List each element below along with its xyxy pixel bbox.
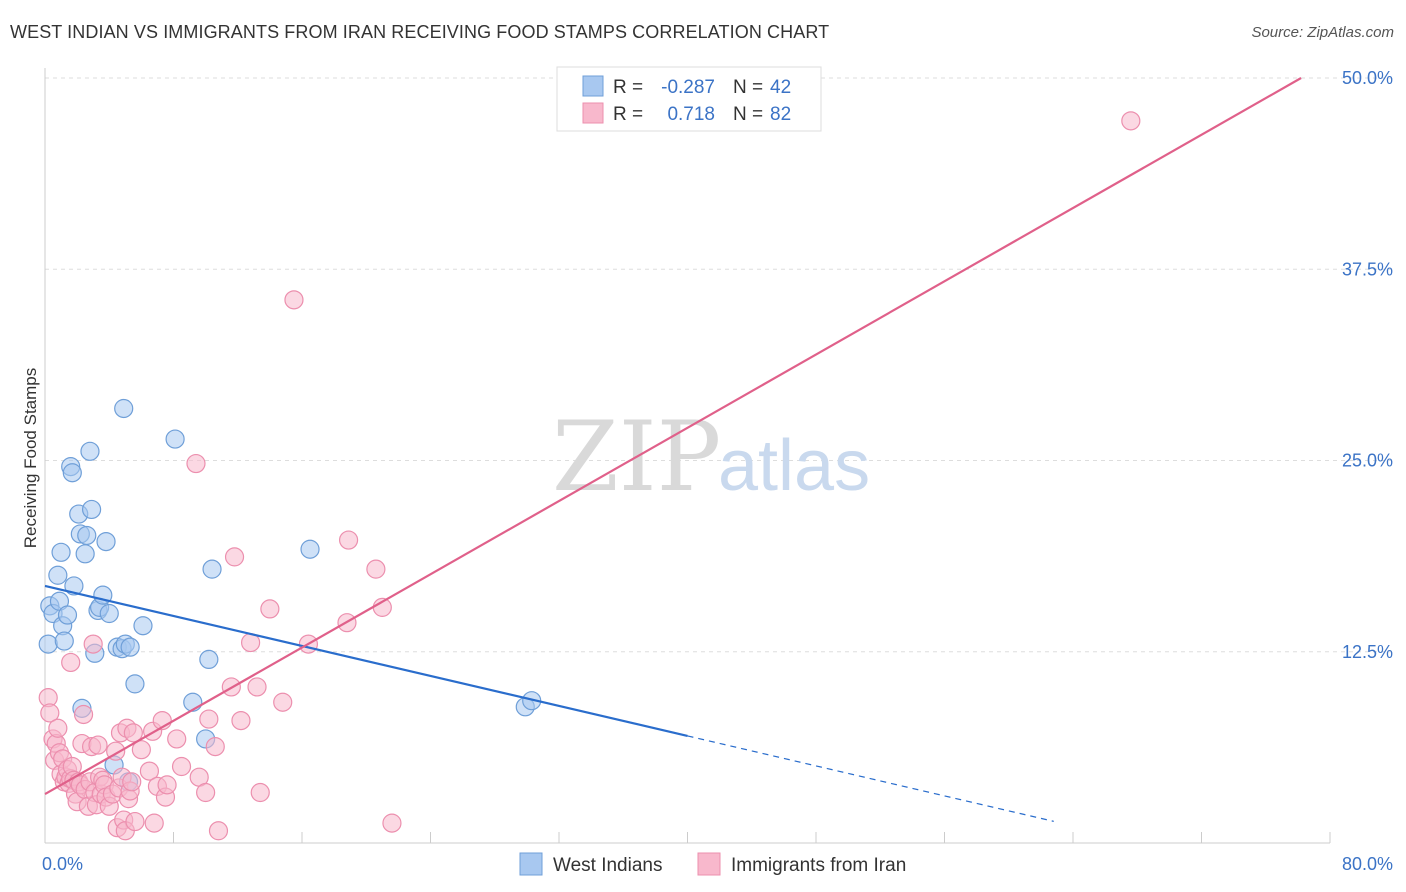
bottom-legend-swatch-west-indians bbox=[519, 852, 543, 876]
y-axis-title: Receiving Food Stamps bbox=[21, 368, 40, 548]
west-indian-point bbox=[133, 616, 153, 636]
iran-point bbox=[73, 704, 94, 725]
bottom-legend-west-indians: West Indians bbox=[553, 855, 662, 876]
iran-point bbox=[186, 453, 206, 474]
west-indian-point bbox=[38, 634, 58, 654]
iran-point bbox=[199, 709, 219, 729]
bottom-legend-swatch-iran bbox=[697, 852, 721, 876]
source-label: Source: ZipAtlas.com bbox=[1251, 24, 1394, 41]
iran-point bbox=[131, 740, 151, 760]
iran-point bbox=[284, 290, 304, 310]
iran-point bbox=[224, 547, 245, 567]
iran-point bbox=[88, 735, 108, 755]
west-indian-point bbox=[96, 531, 116, 552]
stats-legend: R = -0.287 N = 42 R = 0.718 N = 82 bbox=[556, 66, 822, 132]
iran-point bbox=[125, 811, 145, 832]
west-indian-point bbox=[48, 565, 68, 585]
trendlines bbox=[44, 77, 1302, 822]
west-indian-point bbox=[64, 576, 84, 596]
iran-point bbox=[139, 761, 160, 781]
y-tick-label: 12.5% bbox=[1342, 642, 1393, 662]
iran-point bbox=[205, 737, 225, 757]
west-indian-point bbox=[125, 674, 145, 694]
gridlines bbox=[45, 77, 1392, 653]
west-indian-point bbox=[54, 631, 74, 651]
west-indian-point bbox=[99, 603, 119, 624]
iran-point bbox=[382, 813, 402, 833]
iran-point bbox=[40, 703, 60, 723]
iran-point bbox=[61, 652, 81, 673]
legend-r-label: R = bbox=[613, 77, 643, 98]
west-indian-point bbox=[202, 559, 222, 579]
iran-point bbox=[123, 723, 143, 743]
iran-point bbox=[366, 559, 386, 579]
iran-point bbox=[171, 756, 192, 777]
iran-point bbox=[1121, 111, 1141, 131]
data-points bbox=[38, 111, 1141, 841]
x-tick-label: 0.0% bbox=[42, 854, 83, 874]
west-indian-point bbox=[77, 525, 97, 546]
watermark: ZIP atlas bbox=[552, 401, 870, 513]
west-indian-point bbox=[120, 637, 140, 657]
west-indian-point bbox=[62, 463, 82, 483]
x-tick-label: 80.0% bbox=[1342, 854, 1393, 874]
y-tick-label: 25.0% bbox=[1342, 451, 1393, 471]
west-indian-point bbox=[80, 441, 100, 461]
west-indian-point bbox=[199, 649, 219, 670]
west-indian-point bbox=[75, 544, 95, 564]
iran-point bbox=[338, 530, 359, 550]
iran-point bbox=[231, 710, 251, 731]
west-indian-trendline-extension bbox=[687, 735, 1054, 822]
iran-point bbox=[83, 634, 103, 654]
iran-point bbox=[260, 599, 280, 619]
iran-point bbox=[48, 718, 68, 738]
west-indian-point bbox=[300, 539, 320, 559]
west-indian-point bbox=[114, 398, 134, 419]
legend-r-label-2: R = bbox=[613, 104, 643, 125]
iran-point bbox=[247, 677, 267, 697]
y-tick-label: 50.0% bbox=[1342, 68, 1393, 88]
legend-n-value-iran: 82 bbox=[770, 104, 791, 125]
west-indian-point bbox=[165, 429, 185, 449]
iran-point bbox=[250, 782, 270, 803]
watermark-atlas: atlas bbox=[718, 426, 870, 506]
iran-point bbox=[273, 692, 293, 712]
y-tick-label: 37.5% bbox=[1342, 259, 1393, 279]
chart-title: WEST INDIAN VS IMMIGRANTS FROM IRAN RECE… bbox=[10, 22, 830, 42]
iran-trendline bbox=[44, 77, 1302, 795]
iran-point bbox=[208, 821, 229, 841]
iran-point bbox=[196, 782, 216, 803]
west-indian-trendline bbox=[44, 584, 688, 737]
iran-point bbox=[167, 729, 187, 749]
legend-n-value-west-indians: 42 bbox=[770, 77, 791, 98]
legend-r-value-west-indians: -0.287 bbox=[661, 77, 715, 98]
west-indian-point bbox=[51, 542, 71, 562]
legend-swatch-iran bbox=[582, 102, 604, 124]
west-indian-point bbox=[81, 499, 102, 520]
legend-n-label-2: N = bbox=[733, 104, 763, 125]
iran-point bbox=[144, 813, 164, 833]
series-legend: West Indians Immigrants from Iran bbox=[519, 852, 906, 876]
tick-labels: 12.5% 25.0% 37.5% 50.0% 0.0% 80.0% bbox=[42, 68, 1393, 874]
iran-point bbox=[122, 772, 142, 792]
legend-swatch-west-indians bbox=[582, 75, 604, 97]
legend-n-label: N = bbox=[733, 77, 763, 98]
iran-point bbox=[157, 775, 177, 795]
west-indian-point bbox=[57, 605, 78, 625]
legend-r-value-iran: 0.718 bbox=[667, 104, 715, 125]
bottom-legend-iran: Immigrants from Iran bbox=[731, 855, 906, 876]
